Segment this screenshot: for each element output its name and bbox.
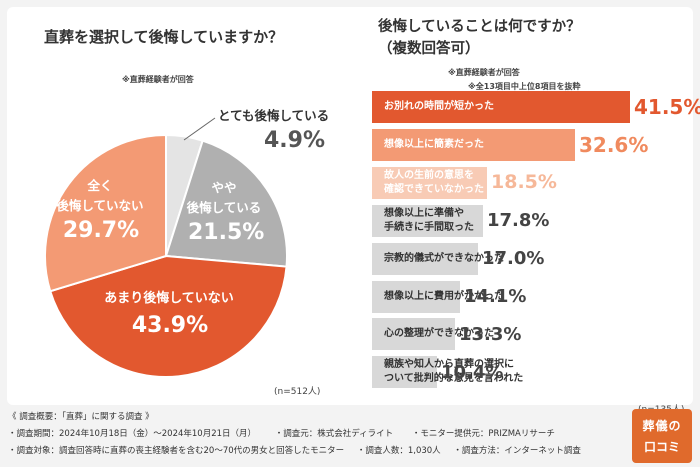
bar xyxy=(372,318,455,351)
pie-value-not-much: 43.9% xyxy=(131,313,209,338)
pie-leader-line xyxy=(183,117,216,141)
bar-chart: お別れの時間が短かった 41.5% 想像以上に簡素だった 32.6% 故人の生前の意思を… xyxy=(372,91,700,394)
site-logo: 葬儀の 口コミ xyxy=(632,409,692,463)
pie-value-very: 4.9% xyxy=(264,128,326,153)
bar-category-label: 故人の生前の意思を 確認できていなかった xyxy=(384,169,484,195)
bar-category-label: 想像以上に費用がかかった xyxy=(384,290,504,302)
pie-value-none: 29.7% xyxy=(62,218,140,243)
bar-value-label: 32.6% xyxy=(579,132,649,157)
pie-slice-somewhat xyxy=(164,139,288,268)
pie-chart-note: ※直葬経験者が回答 xyxy=(122,75,194,84)
bar xyxy=(372,356,437,389)
bar-category-label: お別れの時間が短かった xyxy=(384,101,494,112)
bar-value-label: 10.4% xyxy=(441,361,504,383)
bar xyxy=(372,91,630,123)
survey-line-1: ・調査期間：2024年10月18日（金）～2024年10月21日（月） ・調査元… xyxy=(8,429,555,439)
pie-slice-none xyxy=(44,133,167,293)
bar-value-label: 17.0% xyxy=(482,247,545,269)
bar-category-label: 宗教的儀式ができなかった xyxy=(384,252,504,264)
bar-value-label: 14.1% xyxy=(464,285,527,307)
pie-slice-not-much xyxy=(48,254,288,378)
bar xyxy=(372,280,460,313)
bar-value-label: 17.8% xyxy=(487,209,550,231)
bar-category-label: 想像以上に準備や 手続きに手間取った xyxy=(384,207,474,233)
bar xyxy=(372,242,478,275)
bar-value-label: 18.5% xyxy=(491,171,557,194)
bar-chart-title: 後悔していることは何ですか？ （複数回答可） xyxy=(378,19,581,57)
bar-value-label: 41.5% xyxy=(634,95,700,119)
pie-sample-size: (n=512人) xyxy=(274,387,321,397)
pie-label-somewhat: やや 後悔している xyxy=(186,180,262,215)
bar xyxy=(372,128,575,161)
pie-label-very: とても後悔している xyxy=(218,108,330,123)
bar-category-label: 想像以上に簡素だった xyxy=(384,138,484,150)
pie-label-not-much: あまり後悔していない xyxy=(104,291,234,306)
bar-chart-note-2: ※全13項目中上位8項目を抜粋 xyxy=(468,82,581,91)
bar-category-label: 心の整理ができなかった xyxy=(384,328,494,340)
bar-category-label: 親族や知人から直葬の選択に ついて批判的な意見を言われた xyxy=(384,359,524,385)
bar xyxy=(372,204,483,237)
survey-line-2: ・調査対象：調査回答時に直葬の喪主経験者を含む20～70代の男女と回答したモニタ… xyxy=(8,446,581,456)
pie-label-none: 全く 後悔していない xyxy=(56,178,144,213)
survey-heading: 《 調査概要：「直葬」に関する調査 》 xyxy=(8,412,154,422)
bar xyxy=(372,166,487,199)
pie-value-somewhat: 21.5% xyxy=(188,220,265,245)
bar-chart-note-1: ※直葬経験者が回答 xyxy=(448,68,520,77)
pie-chart-title: 直葬を選択して後悔していますか？ xyxy=(44,28,284,46)
bar-value-label: 13.3% xyxy=(459,323,522,345)
